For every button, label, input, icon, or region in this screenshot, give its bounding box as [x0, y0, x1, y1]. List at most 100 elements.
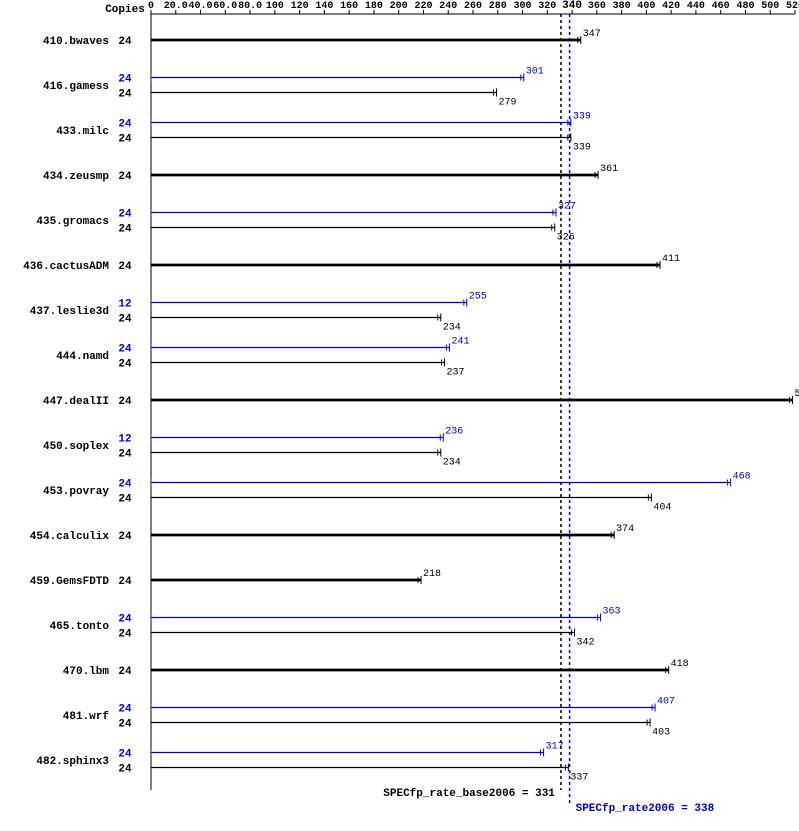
base-value: 518: [795, 389, 799, 400]
x-tick-label: 160: [340, 1, 358, 12]
base-copies: 24: [118, 396, 132, 408]
x-tick-label: 60.0: [213, 1, 237, 12]
x-tick-label: 140: [315, 1, 333, 12]
base-value: 404: [653, 503, 671, 514]
peak-reference-label: SPECfp_rate2006 = 338: [576, 803, 715, 815]
peak-copies: 12: [118, 299, 131, 311]
peak-copies: 12: [118, 434, 131, 446]
base-value: 342: [577, 638, 595, 649]
benchmark-name: 453.povray: [43, 486, 109, 498]
x-tick-label: 340: [562, 0, 582, 12]
x-tick-label: 120: [291, 1, 309, 12]
benchmark-name: 450.soplex: [43, 441, 109, 453]
x-tick-label: 300: [514, 1, 532, 12]
x-tick-label: 460: [712, 1, 730, 12]
peak-copies: 24: [118, 74, 132, 86]
base-value: 374: [616, 524, 634, 535]
base-copies: 24: [118, 89, 132, 101]
benchmark-name: 444.namd: [56, 351, 109, 363]
benchmark-name: 410.bwaves: [43, 36, 109, 48]
x-tick-label: 40.0: [189, 1, 213, 12]
base-copies: 24: [118, 576, 132, 588]
benchmark-name: 435.gromacs: [36, 216, 109, 228]
base-copies: 24: [118, 261, 132, 273]
base-value: 337: [570, 773, 588, 784]
copies-header: Copies: [105, 4, 145, 16]
base-value: 403: [652, 728, 670, 739]
base-value: 234: [443, 458, 461, 469]
base-copies: 24: [118, 171, 132, 183]
base-value: 237: [447, 368, 465, 379]
x-tick-label: 420: [662, 1, 680, 12]
peak-copies: 24: [118, 704, 132, 716]
x-tick-label: 180: [365, 1, 383, 12]
peak-value: 339: [573, 112, 591, 123]
x-tick-label: 0: [148, 1, 154, 12]
benchmark-name: 436.cactusADM: [23, 261, 109, 273]
base-copies: 24: [118, 314, 132, 326]
peak-value: 468: [733, 472, 751, 483]
benchmark-name: 482.sphinx3: [36, 756, 109, 768]
peak-copies: 24: [118, 749, 132, 761]
peak-copies: 24: [118, 119, 132, 131]
base-value: 339: [573, 143, 591, 154]
x-tick-label: 480: [736, 1, 754, 12]
peak-value: 301: [526, 67, 544, 78]
x-tick-label: 260: [464, 1, 482, 12]
peak-copies: 24: [118, 479, 132, 491]
x-tick-label: 440: [687, 1, 705, 12]
benchmark-name: 481.wrf: [63, 711, 110, 723]
peak-value: 255: [469, 292, 487, 303]
benchmark-name: 434.zeusmp: [43, 171, 109, 183]
base-value: 418: [671, 659, 689, 670]
base-copies: 24: [118, 449, 132, 461]
peak-value: 407: [657, 697, 675, 708]
base-copies: 24: [118, 359, 132, 371]
peak-value: 241: [451, 337, 469, 348]
benchmark-name: 433.milc: [56, 126, 109, 138]
benchmark-name: 416.gamess: [43, 81, 109, 93]
x-tick-label: 520: [786, 1, 799, 12]
peak-value: 236: [445, 427, 463, 438]
benchmark-name: 437.leslie3d: [30, 306, 109, 318]
base-copies: 24: [118, 719, 132, 731]
base-copies: 24: [118, 224, 132, 236]
base-value: 411: [662, 254, 680, 265]
peak-value: 317: [546, 742, 564, 753]
base-copies: 24: [118, 36, 132, 48]
x-tick-label: 100: [266, 1, 284, 12]
x-tick-label: 200: [390, 1, 408, 12]
peak-value: 327: [558, 202, 576, 213]
spec-chart: 0 20.040.060.080.0 100 120 140 160 180 200 220 24…: [0, 0, 799, 831]
base-copies: 24: [118, 134, 132, 146]
base-value: 234: [443, 323, 461, 334]
x-tick-label: 500: [761, 1, 779, 12]
benchmark-name: 459.GemsFDTD: [30, 576, 110, 588]
x-tick-label: 360: [588, 1, 606, 12]
base-value: 279: [499, 98, 517, 109]
benchmark-name: 465.tonto: [50, 621, 110, 633]
base-value: 361: [600, 164, 618, 175]
benchmark-name: 447.dealII: [43, 396, 109, 408]
base-copies: 24: [118, 666, 132, 678]
x-tick-label: 220: [414, 1, 432, 12]
x-tick-label: 320: [538, 1, 556, 12]
base-value: 347: [583, 29, 601, 40]
x-tick-label: 280: [489, 1, 507, 12]
peak-copies: 24: [118, 344, 132, 356]
x-tick-label: 80.0: [238, 1, 262, 12]
x-tick-label: 20.0: [164, 1, 188, 12]
base-copies: 24: [118, 531, 132, 543]
x-tick-label: 240: [439, 1, 457, 12]
base-copies: 24: [118, 764, 132, 776]
base-value: 218: [423, 569, 441, 580]
peak-value: 363: [603, 607, 621, 618]
base-reference-label: SPECfp_rate_base2006 = 331: [383, 788, 555, 800]
x-tick-label: 400: [637, 1, 655, 12]
benchmark-name: 470.lbm: [63, 666, 110, 678]
peak-copies: 24: [118, 614, 132, 626]
base-copies: 24: [118, 629, 132, 641]
peak-copies: 24: [118, 209, 132, 221]
base-copies: 24: [118, 494, 132, 506]
x-tick-label: 380: [613, 1, 631, 12]
